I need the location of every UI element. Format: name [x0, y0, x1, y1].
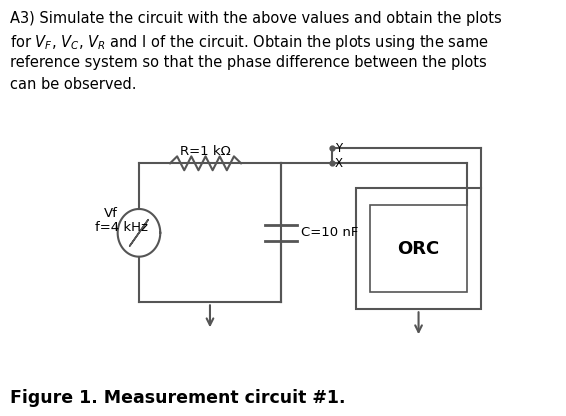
Text: X: X	[335, 157, 343, 170]
Text: R=1 kΩ: R=1 kΩ	[180, 146, 231, 158]
Text: Vf: Vf	[104, 207, 117, 220]
Text: reference system so that the phase difference between the plots: reference system so that the phase diffe…	[10, 55, 487, 70]
Text: for $V_F$, $V_C$, $V_R$ and I of the circuit. Obtain the plots using the same: for $V_F$, $V_C$, $V_R$ and I of the cir…	[10, 33, 489, 52]
Text: Figure 1. Measurement circuit #1.: Figure 1. Measurement circuit #1.	[10, 389, 346, 407]
Text: A3) Simulate the circuit with the above values and obtain the plots: A3) Simulate the circuit with the above …	[10, 11, 502, 26]
Text: can be observed.: can be observed.	[10, 77, 137, 92]
Text: ORC: ORC	[397, 240, 440, 258]
Text: Y: Y	[335, 142, 342, 155]
Text: f=4 kHz: f=4 kHz	[95, 221, 148, 234]
Text: C=10 nF: C=10 nF	[301, 226, 358, 239]
